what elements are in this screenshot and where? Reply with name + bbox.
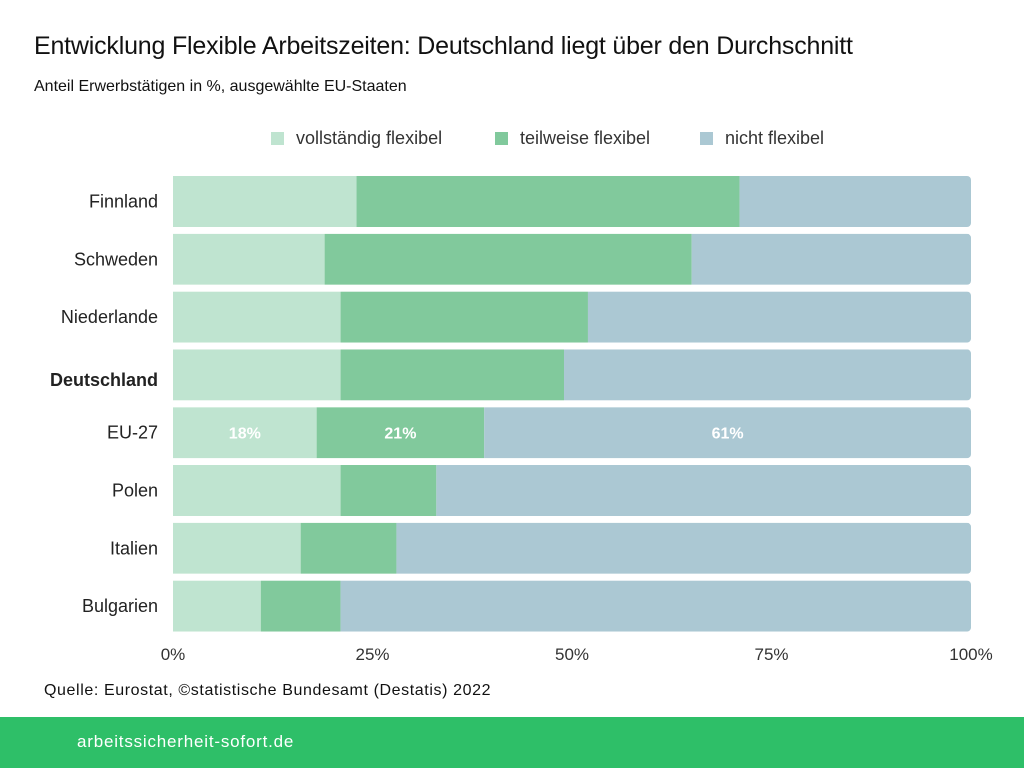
category-label: EU-27 xyxy=(107,423,158,443)
bar-segment-vollstaendig xyxy=(173,522,301,574)
bar-row-niederlande: Niederlande xyxy=(61,291,971,343)
category-label: Bulgarien xyxy=(82,596,158,616)
legend-swatch-vollstaendig xyxy=(271,132,284,145)
legend-item-teilweise[interactable]: teilweise flexibel xyxy=(495,128,650,149)
category-label: Finnland xyxy=(89,192,158,212)
bar-row-italien: Italien xyxy=(110,522,971,574)
legend-swatch-teilweise xyxy=(495,132,508,145)
bar-segment-nicht xyxy=(340,580,971,632)
footer-site-link[interactable]: arbeitssicherheit-sofort.de xyxy=(77,732,295,751)
data-label: 21% xyxy=(384,426,416,443)
legend: vollständig flexibel teilweise flexibel … xyxy=(0,128,1024,150)
category-label: Polen xyxy=(112,481,158,501)
x-tick-label: 50% xyxy=(555,645,589,664)
bar-segment-vollstaendig xyxy=(173,176,357,227)
legend-swatch-nicht xyxy=(700,132,713,145)
bar-segment-teilweise xyxy=(324,233,692,285)
legend-item-vollstaendig[interactable]: vollständig flexibel xyxy=(271,128,442,149)
bar-segment-teilweise xyxy=(340,465,437,516)
bar-segment-teilweise xyxy=(340,349,565,401)
footer-band: arbeitssicherheit-sofort.de xyxy=(0,717,1024,768)
data-label: 18% xyxy=(229,426,261,443)
category-label: Italien xyxy=(110,538,158,558)
x-tick-label: 100% xyxy=(949,645,992,664)
x-tick-label: 0% xyxy=(161,645,186,664)
bar-segment-teilweise xyxy=(340,291,588,343)
bar-segment-vollstaendig xyxy=(173,407,317,459)
bar-segment-nicht xyxy=(484,407,971,459)
bar-segment-nicht xyxy=(564,349,971,401)
bar-segment-teilweise xyxy=(300,522,397,574)
category-label: Deutschland xyxy=(50,370,158,390)
bar-segment-nicht xyxy=(587,291,971,343)
bar-segment-teilweise xyxy=(356,176,740,227)
bar-segment-nicht xyxy=(436,465,971,516)
bar-row-finnland: Finnland xyxy=(89,176,971,227)
bar-row-deutschland: Deutschland xyxy=(50,349,971,401)
bar-row-bulgarien: Bulgarien xyxy=(82,580,971,632)
legend-label: vollständig flexibel xyxy=(296,128,443,148)
legend-label: nicht flexibel xyxy=(725,128,825,148)
bar-segment-vollstaendig xyxy=(173,580,261,632)
chart-subtitle: Anteil Erwerbstätigen in %, ausgewählte … xyxy=(34,78,407,95)
category-label: Schweden xyxy=(74,249,158,269)
legend-item-nicht[interactable]: nicht flexibel xyxy=(700,128,824,149)
bar-row-eu-27: 18% 21% 61% EU-27 xyxy=(107,407,971,459)
data-label: 61% xyxy=(712,426,744,443)
bar-segment-vollstaendig xyxy=(173,291,341,343)
bar-segment-nicht xyxy=(691,233,971,285)
bar-segment-nicht xyxy=(739,176,971,227)
bar-segment-vollstaendig xyxy=(173,465,341,516)
bar-segment-teilweise xyxy=(316,407,485,459)
legend-label: teilweise flexibel xyxy=(520,128,651,148)
x-tick-label: 25% xyxy=(355,645,389,664)
bar-segment-teilweise xyxy=(260,580,341,632)
bar-segment-vollstaendig xyxy=(173,349,341,401)
bar-segment-vollstaendig xyxy=(173,233,325,285)
bar-row-polen: Polen xyxy=(112,465,971,516)
x-tick-label: 75% xyxy=(754,645,788,664)
bar-row-schweden: Schweden xyxy=(74,233,971,285)
category-label: Niederlande xyxy=(61,307,158,327)
bar-segment-nicht xyxy=(396,522,971,574)
source-note: Quelle: Eurostat, ©statistische Bundesam… xyxy=(44,682,492,699)
chart-title: Entwicklung Flexible Arbeitszeiten: Deut… xyxy=(34,32,853,60)
